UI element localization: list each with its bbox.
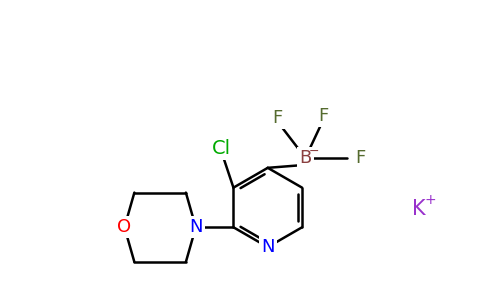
Text: K: K: [411, 200, 425, 219]
Text: N: N: [261, 238, 274, 256]
Text: O: O: [118, 218, 132, 236]
Text: F: F: [318, 107, 328, 125]
Text: N: N: [189, 218, 202, 236]
Text: F: F: [272, 109, 283, 127]
Text: B: B: [299, 149, 312, 167]
Text: Cl: Cl: [212, 139, 231, 158]
Text: +: +: [424, 193, 436, 206]
Text: F: F: [355, 149, 365, 167]
Text: −: −: [309, 145, 319, 158]
